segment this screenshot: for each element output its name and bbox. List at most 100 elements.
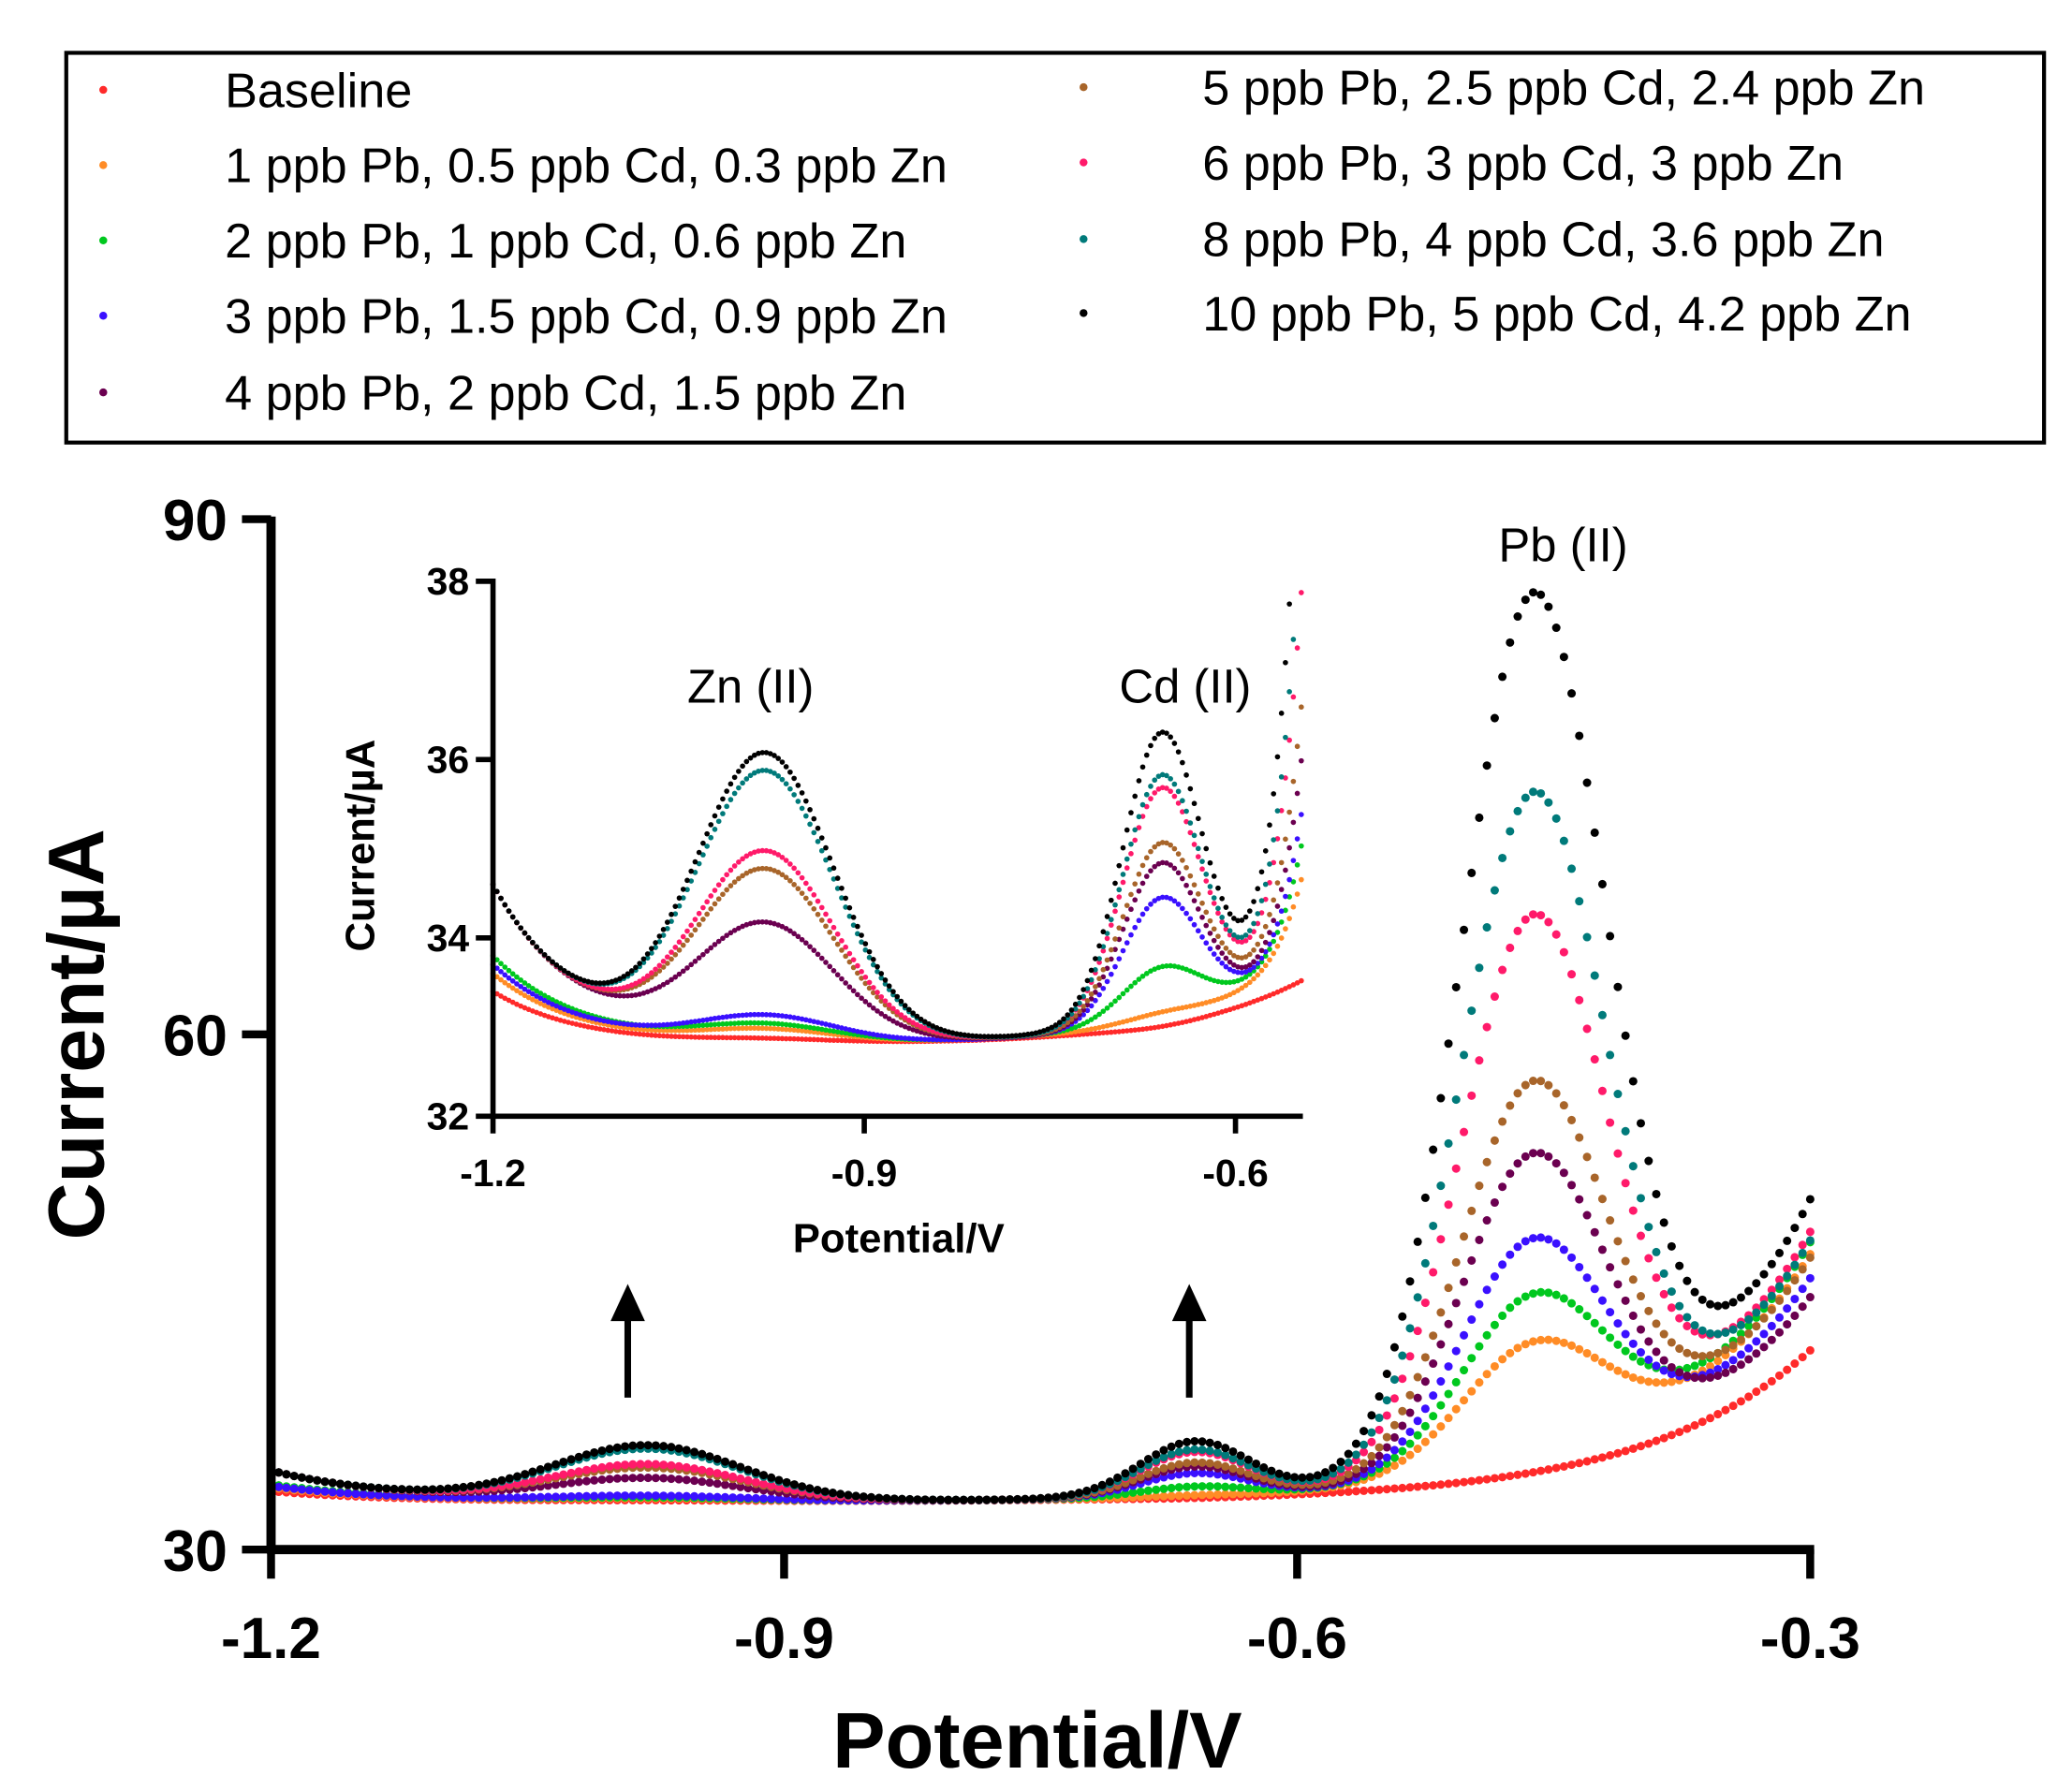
data-point [1482, 923, 1492, 932]
data-point [1451, 1404, 1461, 1414]
data-point [1683, 1363, 1692, 1372]
data-point [512, 1479, 522, 1489]
data-point [1467, 1091, 1477, 1100]
data-point [628, 1460, 638, 1469]
data-point [1506, 1250, 1515, 1259]
data-point [672, 911, 679, 917]
data-point [736, 1020, 742, 1026]
data-point [1271, 859, 1277, 866]
data-point [1029, 1031, 1035, 1036]
data-point [1132, 881, 1139, 887]
data-point [605, 1491, 614, 1501]
data-point [1108, 1029, 1114, 1035]
inset-y-tick-label: 32 [427, 1094, 470, 1137]
data-point [518, 1003, 524, 1009]
data-point [543, 1481, 552, 1490]
data-point [1195, 891, 1201, 897]
data-point [1759, 1342, 1769, 1352]
data-point [1398, 1406, 1407, 1416]
data-point [1148, 796, 1154, 801]
data-point [910, 1035, 916, 1042]
data-point [1132, 924, 1139, 931]
data-point [1231, 968, 1237, 975]
data-point [1112, 1029, 1118, 1035]
data-point [522, 980, 528, 986]
data-point [1551, 1159, 1561, 1168]
data-point [830, 1037, 837, 1044]
data-point [783, 1035, 789, 1042]
data-point [1191, 842, 1198, 847]
data-point [1080, 987, 1086, 992]
data-point [374, 1490, 384, 1500]
data-point [1143, 905, 1150, 912]
data-point [1374, 1443, 1384, 1452]
data-point [1706, 1372, 1715, 1382]
data-point [1108, 971, 1114, 977]
data-point [1513, 1242, 1522, 1252]
data-point [727, 1020, 734, 1027]
data-point [1299, 977, 1304, 984]
data-point [660, 1033, 667, 1039]
data-point [743, 853, 750, 859]
data-point [1652, 1378, 1661, 1387]
data-point [795, 870, 801, 876]
data-point [1575, 731, 1584, 741]
data-point [1398, 1421, 1407, 1431]
data-point [850, 1037, 857, 1044]
data-point [553, 1003, 560, 1009]
data-point [684, 1027, 690, 1034]
data-point [1088, 996, 1095, 1002]
data-point [550, 959, 555, 965]
data-point [1774, 1296, 1785, 1305]
data-point [830, 924, 837, 931]
inset-x-tick-label: -0.6 [1202, 1152, 1269, 1195]
data-point [1536, 911, 1546, 920]
data-point [621, 985, 627, 990]
data-point [1143, 803, 1150, 810]
data-point [1005, 1033, 1011, 1039]
data-point [1061, 1016, 1066, 1022]
data-point [590, 1475, 599, 1485]
data-point [1236, 1466, 1245, 1475]
data-point [850, 988, 857, 994]
data-point [1084, 986, 1091, 991]
data-point [1195, 815, 1201, 822]
data-point [866, 985, 873, 991]
data-point [823, 1027, 829, 1034]
legend-label: 8 ppb Pb, 4 ppb Cd, 3.6 ppb Zn [1202, 213, 1884, 268]
data-point [1713, 1357, 1723, 1366]
data-point [359, 1489, 368, 1499]
data-point [545, 955, 551, 961]
data-point [574, 1452, 583, 1461]
data-point [1152, 1491, 1161, 1501]
data-point [775, 1026, 782, 1032]
data-point [1215, 996, 1221, 1003]
data-point [1112, 936, 1118, 942]
data-point [1152, 735, 1158, 741]
data-point [791, 775, 797, 782]
data-point [559, 1492, 568, 1502]
data-point [813, 1486, 822, 1495]
data-point [1068, 1029, 1075, 1035]
data-point [1798, 1240, 1807, 1250]
data-point [1017, 1033, 1023, 1038]
data-point [839, 885, 845, 891]
data-point [756, 866, 761, 872]
data-point [1482, 1285, 1492, 1295]
data-point [767, 1020, 773, 1026]
data-point [779, 854, 786, 860]
data-point [1774, 1248, 1785, 1257]
data-point [649, 946, 654, 951]
data-point [708, 1016, 714, 1022]
data-point [1251, 920, 1256, 927]
data-point [690, 1464, 699, 1474]
data-point [731, 927, 738, 933]
data-point [1271, 791, 1277, 797]
data-point [366, 1490, 375, 1500]
data-point [962, 1032, 967, 1038]
data-point [1239, 917, 1245, 923]
data-point [1164, 840, 1169, 846]
data-point [1077, 1015, 1082, 1021]
data-point [696, 910, 702, 917]
